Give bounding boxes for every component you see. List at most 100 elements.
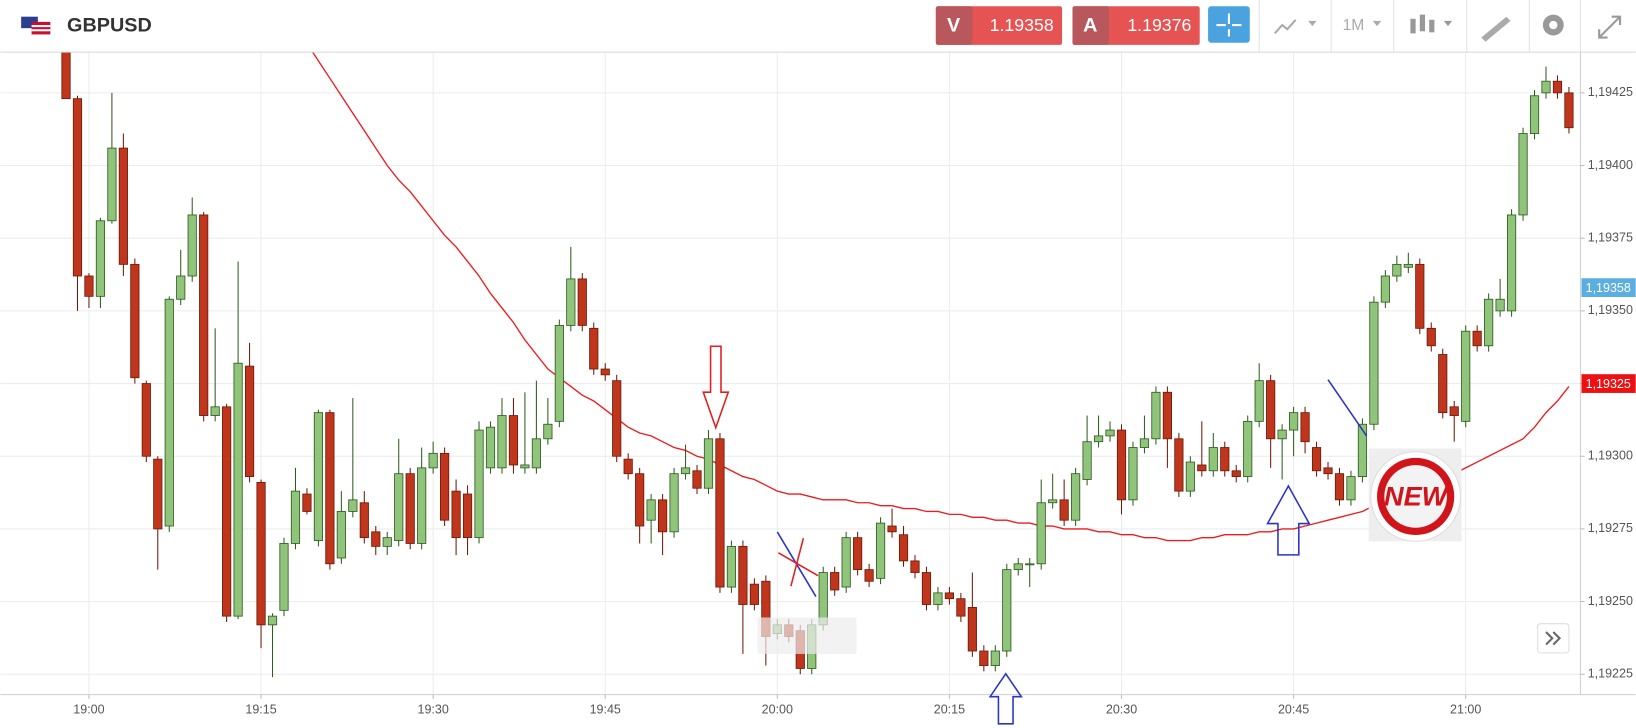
candle-body xyxy=(1266,380,1276,440)
candle-body xyxy=(382,537,392,547)
candle-body xyxy=(1426,327,1436,347)
candle-body xyxy=(875,522,886,579)
draw-button[interactable] xyxy=(1481,16,1511,42)
buy-button[interactable]: A 1.19376 xyxy=(1072,6,1200,45)
x-tick-label: 20:30 xyxy=(1106,703,1137,717)
candle-body xyxy=(967,606,977,652)
candle-body xyxy=(153,458,163,530)
candle-body xyxy=(1231,470,1241,478)
candle-body xyxy=(118,147,128,265)
candle-body xyxy=(898,534,909,562)
candle-body xyxy=(623,458,633,475)
y-tick-label: 1,19375 xyxy=(1588,231,1633,245)
candle-body xyxy=(1472,330,1482,347)
candle-body xyxy=(658,499,668,533)
candle-body xyxy=(635,473,645,527)
x-tick-label: 20:15 xyxy=(934,703,965,717)
candle-body xyxy=(1357,423,1368,478)
candle-body xyxy=(703,438,714,489)
candle-body xyxy=(359,502,369,539)
candle-body xyxy=(371,531,381,547)
candle-body xyxy=(1415,263,1425,329)
y-tick-label: 1,19350 xyxy=(1588,303,1633,317)
candle-body xyxy=(313,412,324,541)
candle-body xyxy=(1529,95,1540,134)
flag-icon xyxy=(21,16,51,35)
candle-body xyxy=(1438,354,1448,414)
x-tick-label: 19:45 xyxy=(590,703,621,717)
candle-body xyxy=(1174,438,1184,492)
candle-body xyxy=(1128,447,1138,501)
candle-body xyxy=(440,452,450,521)
candle-body xyxy=(462,493,473,539)
candle-body xyxy=(348,499,358,512)
candle-body xyxy=(646,499,656,521)
timeframe-button[interactable]: 1M xyxy=(1343,17,1382,34)
new-sticker: NEW xyxy=(1368,448,1462,542)
candle-body xyxy=(520,464,530,469)
candle-body xyxy=(1254,380,1264,422)
candle-body xyxy=(107,147,117,222)
x-tick-label: 21:00 xyxy=(1450,703,1481,717)
timeframe: 1M xyxy=(1343,17,1365,34)
settings-button[interactable] xyxy=(1542,14,1564,36)
candle-body xyxy=(1025,563,1035,566)
candle-body xyxy=(210,406,220,416)
moving-average xyxy=(311,52,1570,542)
candle-body xyxy=(95,220,106,297)
candle-body xyxy=(1552,80,1563,94)
candle-body xyxy=(176,275,186,300)
candle-body xyxy=(290,490,301,544)
candle-body xyxy=(554,325,564,422)
price-marker xyxy=(1581,374,1636,393)
chart-type-button[interactable] xyxy=(1274,19,1317,35)
crosshair-button[interactable] xyxy=(1208,6,1250,43)
header-bar xyxy=(0,0,1636,53)
x-tick-label: 20:00 xyxy=(762,703,793,717)
candle-body xyxy=(1334,473,1345,501)
candle-body xyxy=(61,52,71,100)
candle-body xyxy=(566,278,576,326)
scroll-button[interactable] xyxy=(1537,623,1570,654)
candle-body xyxy=(1220,447,1230,472)
candle-body xyxy=(233,362,243,617)
candle-body xyxy=(1002,569,1012,652)
candle-body xyxy=(405,473,415,544)
candle-body xyxy=(921,572,932,605)
candle-body xyxy=(979,650,989,666)
candle-body xyxy=(990,650,1000,666)
candle-type-button[interactable] xyxy=(1410,14,1453,34)
candle-body xyxy=(738,545,748,605)
candle-body xyxy=(1541,80,1551,94)
y-tick-label: 1,19300 xyxy=(1588,449,1633,463)
candle-body xyxy=(692,470,702,489)
candle-body xyxy=(715,438,725,588)
candle-body xyxy=(1151,391,1161,440)
down-arrow xyxy=(702,345,730,430)
fullscreen-button[interactable] xyxy=(1598,15,1622,39)
candle-body xyxy=(244,365,255,478)
tooltip-shadow xyxy=(757,617,857,654)
x-tick-label: 19:30 xyxy=(417,703,448,717)
candle-body xyxy=(864,569,874,582)
sell-button[interactable]: V 1.19358 xyxy=(935,6,1063,45)
candle-body xyxy=(1289,412,1299,431)
separators xyxy=(1258,0,1581,53)
candle-body xyxy=(1300,412,1310,443)
candle-body xyxy=(267,615,278,626)
candle-body xyxy=(1139,438,1150,448)
candle-body xyxy=(1082,441,1092,480)
y-tick-label: 1,19275 xyxy=(1588,521,1633,535)
candle-body xyxy=(1048,499,1058,504)
x-tick-label: 19:15 xyxy=(245,703,276,717)
candle-body xyxy=(726,545,737,588)
candle-body xyxy=(417,467,427,544)
candle-body xyxy=(1323,467,1333,475)
sell-label: V xyxy=(947,14,961,36)
candle-body xyxy=(589,327,599,370)
candle-body xyxy=(1208,447,1218,472)
candle-body xyxy=(1311,447,1322,472)
candle-body xyxy=(933,592,943,605)
